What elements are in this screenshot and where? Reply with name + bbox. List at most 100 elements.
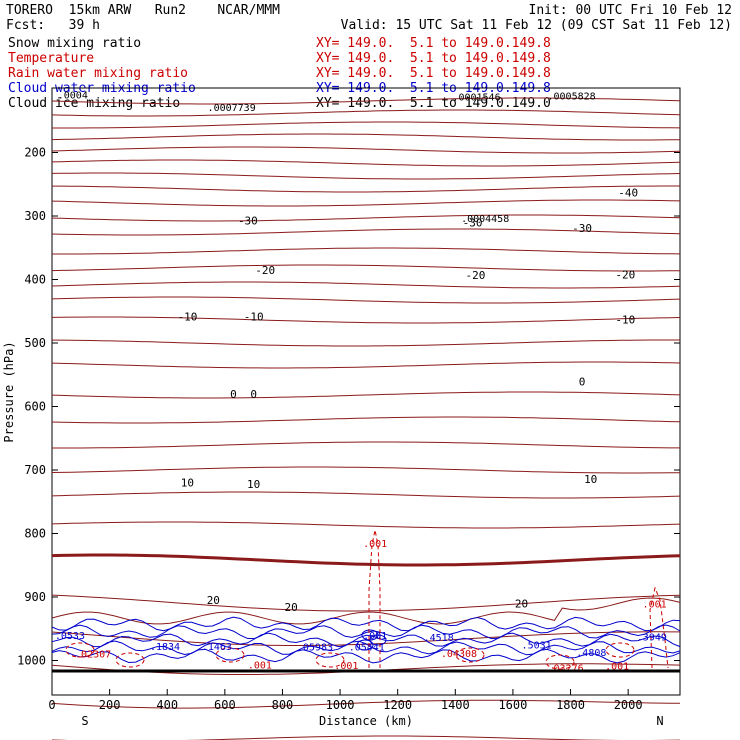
valid-time: Valid: 15 UTC Sat 11 Feb 12 (09 CST Sat …: [340, 18, 732, 33]
x-tick-label: 200: [99, 698, 121, 712]
axes: 0 200 400 600 800 1000 1200 1400 1600 1800 2000200…: [17, 146, 680, 712]
temperature-contour: [51, 521, 681, 529]
temperature-label: 20: [207, 594, 220, 607]
x-tick-label: 1200: [383, 698, 412, 712]
y-tick-label: 900: [24, 590, 46, 604]
temperature-label: -10: [615, 314, 635, 327]
temperature-label: -30: [572, 222, 592, 235]
legend-cloud-ice-label: Cloud ice mixing ratio: [8, 96, 181, 111]
temperature-label: 10: [584, 473, 597, 486]
north-end-label: N: [656, 714, 663, 728]
temperature-contour: [52, 247, 681, 255]
x-tick-label: 2000: [614, 698, 643, 712]
temperature-contour: [51, 594, 681, 612]
max-value-label: .0005828: [547, 91, 595, 102]
max-value-label: .4518: [424, 633, 454, 644]
temperature-label: 0: [579, 376, 586, 389]
y-axis-label: Pressure (hPa): [2, 341, 16, 442]
temperature-contour: [51, 466, 681, 474]
legend-snow-xy: XY= 149.0. 5.1 to 149.0.149.8: [316, 36, 551, 51]
cloud-water-contour: [51, 624, 681, 640]
x-axis-label: Distance (km): [319, 714, 413, 728]
max-value-label: .4808: [576, 648, 606, 659]
y-tick-label: 700: [24, 463, 46, 477]
temperature-contour: [51, 109, 681, 117]
temperature-contour: [51, 361, 681, 369]
max-value-label: .0004: [58, 91, 88, 102]
temperature-label: 20: [284, 601, 297, 614]
cloud-water-contour: [51, 648, 681, 664]
temperature-label: -10: [244, 310, 264, 323]
rain-cell: [455, 647, 485, 663]
cloud-water-contour: [51, 616, 681, 632]
legend-rain-xy: XY= 149.0. 5.1 to 149.0.149.8: [316, 66, 551, 81]
temperature-contour: [51, 159, 681, 167]
max-value-label: .0007739: [208, 103, 256, 114]
temperature-contour: [52, 121, 681, 129]
temperature-label: 10: [247, 478, 260, 491]
temperature-label: -30: [238, 214, 258, 227]
max-value-label: .0001546: [452, 93, 500, 104]
rain-water-contours: [65, 529, 669, 670]
y-tick-label: 400: [24, 273, 46, 287]
temperature-contour: [51, 416, 681, 424]
temperature-contour: [52, 735, 680, 740]
temperature-label: -30: [463, 216, 483, 229]
temperature-label: 0: [250, 388, 257, 401]
temperature-contour: [51, 264, 681, 272]
max-value-label: .05983: [297, 643, 333, 654]
temperature-label: 20: [515, 597, 528, 610]
max-value-label: .1834: [150, 642, 180, 653]
temperature-contour: [52, 441, 680, 449]
temperature-contour: [51, 97, 681, 105]
temperature-label: -40: [618, 187, 638, 200]
max-value-label: .0533: [55, 631, 85, 642]
rain-cell: [65, 642, 95, 658]
temperature-contour: [51, 316, 681, 324]
max-value-label: .02307: [75, 650, 111, 661]
max-value-label: .03276: [547, 663, 583, 674]
temperature-label: -20: [255, 264, 275, 277]
rain-cell: [605, 642, 635, 658]
temperature-contour: [51, 391, 681, 399]
y-tick-label: 1000: [17, 654, 46, 668]
x-tick-label: 1600: [498, 698, 527, 712]
cloud-water-cell: [356, 639, 374, 651]
temperature-contour: [51, 228, 681, 236]
south-end-label: S: [81, 714, 88, 728]
temperature-contour: [51, 663, 681, 675]
forecast-hour: Fcst: 39 h: [6, 18, 100, 33]
max-value-label: .05441: [349, 643, 385, 654]
max-value-label: .1463: [202, 642, 232, 653]
x-tick-label: 800: [272, 698, 294, 712]
cloud-water-contour: [51, 640, 681, 656]
cloud-water-contour: [51, 632, 681, 648]
init-time: Init: 00 UTC Fri 10 Feb 12: [528, 3, 733, 18]
max-value-label: .5031: [522, 641, 552, 652]
cloud-water-contours: [51, 616, 681, 664]
temperature-contour: [52, 185, 680, 193]
rain-cell: [215, 647, 245, 663]
temperature-label: 10: [181, 477, 194, 490]
legend-temperature-label: Temperature: [8, 51, 95, 66]
x-tick-label: 1400: [441, 698, 470, 712]
max-value-label: .001: [643, 599, 667, 610]
max-value-label: .001: [334, 661, 358, 672]
cloud-water-cell: [369, 634, 387, 646]
max-value-label: .0004458: [461, 214, 509, 225]
rain-column: [649, 586, 669, 669]
temperature-label: 0: [230, 388, 237, 401]
legend-temperature-xy: XY= 149.0. 5.1 to 149.0.149.8: [316, 51, 551, 66]
y-tick-label: 800: [24, 527, 46, 541]
temperature-contour: [51, 281, 681, 289]
temperature-contour: [51, 491, 681, 499]
x-tick-label: 0: [48, 698, 55, 712]
temperature-contour: [51, 553, 681, 567]
temperature-contour: [51, 699, 681, 709]
temperature-contour: [52, 339, 680, 347]
rain-cell: [545, 654, 575, 670]
temperature-contour: [51, 199, 681, 207]
max-value-label: .001: [363, 539, 387, 550]
